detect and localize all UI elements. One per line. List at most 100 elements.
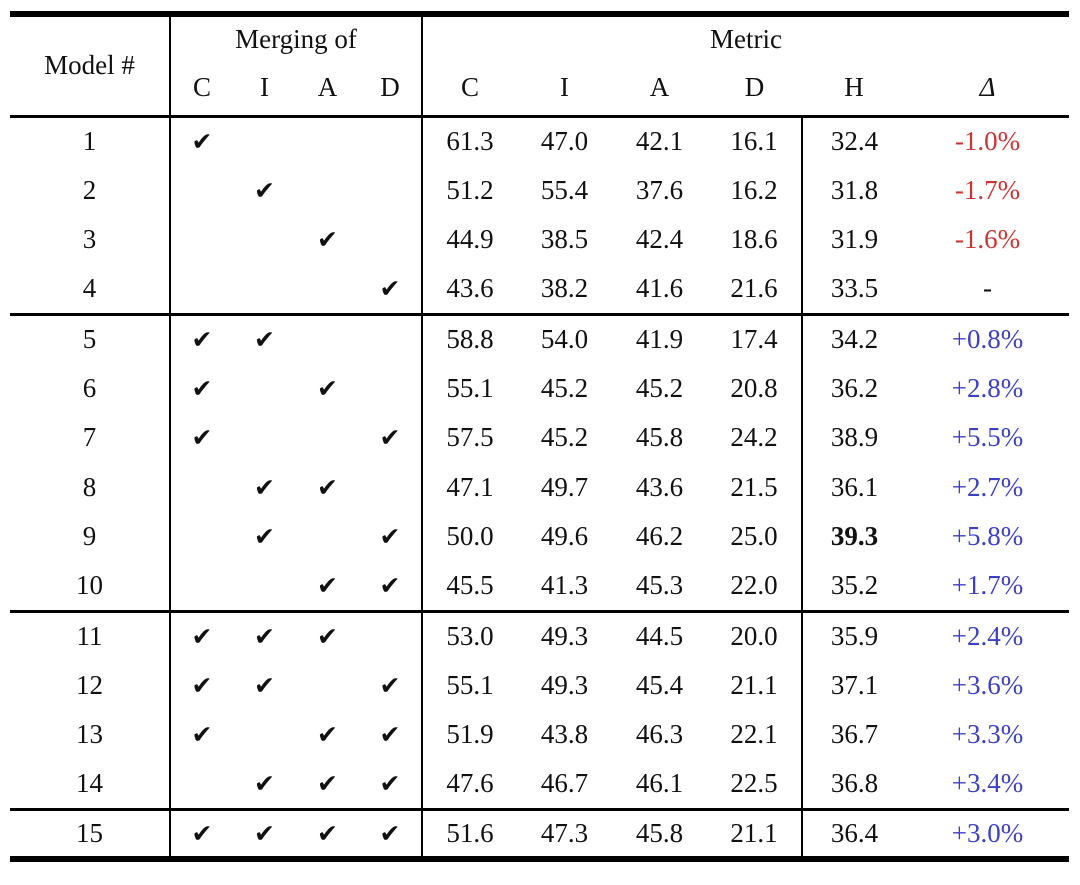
checkmark-icon: ✔ xyxy=(379,670,401,700)
checkmark-icon: ✔ xyxy=(379,571,401,600)
metric-value-cell-a: 45.2 xyxy=(635,372,684,403)
merge-check-cell-d: ✔ xyxy=(359,512,423,562)
checkmark-icon: ✔ xyxy=(379,720,401,750)
checkmark-icon: ✔ xyxy=(317,373,338,403)
metric-value-cell-a: 41.6 xyxy=(635,273,684,303)
checkmark-icon: ✔ xyxy=(191,720,213,750)
metric-value-cell-c: 55.1 xyxy=(446,669,494,700)
checkmark-icon: ✔ xyxy=(254,818,275,848)
checkmark-icon: ✔ xyxy=(317,622,338,651)
merge-check-cell-c: ✔ xyxy=(170,807,233,859)
checkmark-icon: ✔ xyxy=(254,522,275,552)
metric-value-cell-h: 35.9 xyxy=(802,609,906,661)
metric-value-cell-h: 33.5 xyxy=(830,273,879,303)
checkmark-icon: ✔ xyxy=(254,325,275,354)
checkmark-icon: ✔ xyxy=(191,373,213,403)
delta-value-cell: +3.0% xyxy=(906,807,1070,859)
metric-value-cell-d: 20.8 xyxy=(707,363,803,413)
header-model-number: Model # xyxy=(10,14,171,118)
merge-check-cell-a xyxy=(296,312,359,364)
checkmark-icon: ✔ xyxy=(254,622,275,651)
metric-value-cell-a: 45.4 xyxy=(635,669,684,700)
delta-value-cell: +5.5% xyxy=(951,422,1024,453)
merge-check-cell-a: ✔ xyxy=(296,710,359,760)
delta-value-cell: +2.8% xyxy=(951,372,1024,403)
merge-check-cell-c xyxy=(170,265,233,315)
table-row-model-10: 10 ✔ ✔ 45.5 41.3 45.3 22.0 35.2 +1.7% xyxy=(10,561,1069,612)
merge-check-cell-a xyxy=(296,512,359,562)
checkmark-icon: ✔ xyxy=(191,423,213,453)
merge-check-cell-i: ✔ xyxy=(233,512,296,562)
delta-value-cell: +2.7% xyxy=(951,471,1024,502)
header-metric-col-delta: Δ xyxy=(906,61,1070,118)
metric-value-cell-h: 36.2 xyxy=(830,372,879,403)
table-row-model-6: 6 ✔ ✔ 55.1 45.2 45.2 20.8 36.2 +2.8% xyxy=(10,363,1069,414)
checkmark-icon: ✔ xyxy=(254,175,275,205)
checkmark-icon: ✔ xyxy=(191,818,213,848)
merge-check-cell-i: ✔ xyxy=(233,661,296,711)
metric-value-cell-i: 49.3 xyxy=(517,609,612,661)
checkmark-icon: ✔ xyxy=(254,670,275,700)
metric-value-cell-d: 18.6 xyxy=(707,215,803,265)
metric-value-cell-a: 46.3 xyxy=(635,719,684,750)
delta-value-cell: +2.4% xyxy=(906,609,1070,661)
merge-check-cell-d: ✔ xyxy=(359,264,423,314)
merge-check-cell-c: ✔ xyxy=(170,710,233,760)
metric-value-cell-h: 31.9 xyxy=(830,224,879,255)
metric-value-cell-a: 44.5 xyxy=(612,609,707,661)
metric-value-cell-i: 54.0 xyxy=(517,312,612,364)
metric-value-cell-i: 43.8 xyxy=(540,719,589,750)
merge-check-cell-i xyxy=(233,364,296,414)
model-number-cell: 9 xyxy=(10,512,171,562)
table-row-model-5: 5 ✔ ✔ 58.8 54.0 41.9 17.4 34.2 +0.8% xyxy=(10,312,1070,364)
delta-value-cell: - xyxy=(983,273,993,303)
header-metric-col-a: A xyxy=(612,61,707,118)
metric-value-cell-d: 21.5 xyxy=(707,462,803,512)
model-number-cell: 6 xyxy=(10,363,171,413)
header-merge-col-i: I xyxy=(233,61,296,118)
merge-check-cell-a xyxy=(296,265,359,315)
merge-check-cell-a: ✔ xyxy=(296,760,359,810)
metric-value-cell-c: 61.3 xyxy=(446,126,494,156)
merge-check-cell-d xyxy=(359,609,423,661)
metric-value-cell-a: 42.4 xyxy=(635,224,684,255)
delta-value-cell: +3.6% xyxy=(951,669,1024,700)
merge-check-cell-a xyxy=(296,661,359,711)
metric-value-cell-h: 32.4 xyxy=(830,126,879,156)
metric-value-cell-d: 21.1 xyxy=(707,660,803,710)
merge-check-cell-i xyxy=(233,710,296,760)
header-metric-col-h: H xyxy=(802,61,906,118)
merge-check-cell-i xyxy=(233,413,296,463)
model-number-cell: 5 xyxy=(10,312,171,364)
metric-value-cell-d: 22.0 xyxy=(707,561,803,611)
merge-check-cell-d: ✔ xyxy=(359,660,423,710)
merge-check-cell-c: ✔ xyxy=(170,413,233,463)
merge-check-cell-d xyxy=(359,116,423,166)
metric-value-cell-i: 47.3 xyxy=(517,807,612,859)
header-metric: Metric xyxy=(710,23,783,54)
merge-check-cell-a xyxy=(296,413,359,463)
table-row-model-12: 12 ✔ ✔ ✔ 55.1 49.3 45.4 21.1 37.1 +3.6% xyxy=(10,660,1069,711)
merge-check-cell-c xyxy=(170,512,233,562)
merge-check-cell-c xyxy=(170,562,233,612)
checkmark-icon: ✔ xyxy=(379,274,401,303)
table-row-model-1: 1 ✔ 61.3 47.0 42.1 16.1 32.4 -1.0% xyxy=(10,116,1069,166)
metric-value-cell-c: 47.6 xyxy=(446,768,494,798)
merge-check-cell-i: ✔ xyxy=(233,463,296,513)
metric-value-cell-d: 22.5 xyxy=(707,759,803,809)
table-row-model-2: 2 ✔ 51.2 55.4 37.6 16.2 31.8 -1.7% xyxy=(10,165,1069,215)
table-row-model-15: 15 ✔ ✔ ✔ ✔ 51.6 47.3 45.8 21.1 36.4 +3.0% xyxy=(10,807,1070,859)
header-metric-col-d: D xyxy=(707,61,802,118)
checkmark-icon: ✔ xyxy=(317,472,338,502)
merge-check-cell-d xyxy=(359,363,423,413)
merge-check-cell-a: ✔ xyxy=(296,463,359,513)
metric-value-cell-c: 57.5 xyxy=(446,422,494,453)
table-row-model-11: 11 ✔ ✔ ✔ 53.0 49.3 44.5 20.0 35.9 +2.4% xyxy=(10,609,1070,661)
checkmark-icon: ✔ xyxy=(317,769,338,798)
metric-value-cell-h: 36.4 xyxy=(802,807,906,859)
model-number-cell: 1 xyxy=(10,116,171,166)
model-number-cell: 2 xyxy=(10,165,171,215)
merge-check-cell-d: ✔ xyxy=(359,413,423,463)
table-row-model-9: 9 ✔ ✔ 50.0 49.6 46.2 25.0 39.3 +5.8% xyxy=(10,512,1069,562)
